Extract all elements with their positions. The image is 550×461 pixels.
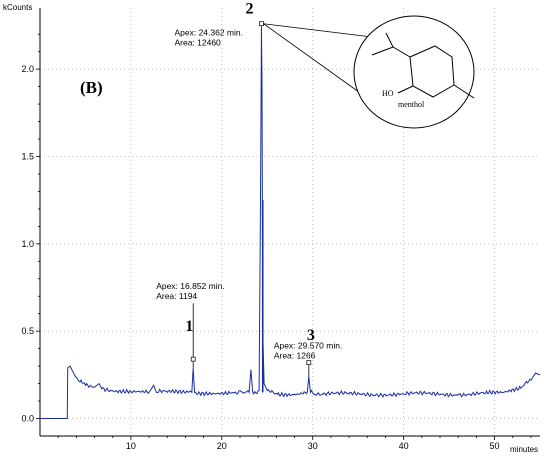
y-tick-label: 0.5 — [21, 326, 34, 336]
x-tick-label: 20 — [217, 441, 227, 451]
peak-annotation-1: Apex: 16.852 min.Area: 1194 1 — [156, 281, 225, 368]
structure-ellipse — [353, 15, 475, 129]
x-tick-label: 10 — [126, 441, 136, 451]
x-tick-label: 30 — [308, 441, 318, 451]
chromatogram-trace — [40, 27, 541, 420]
y-tick-label: 1.5 — [21, 151, 34, 161]
peak-number: 2 — [245, 1, 253, 18]
peak-apex-marker — [259, 21, 264, 27]
y-tick-label: 2.0 — [21, 64, 34, 74]
peak-apex-label: Apex: 16.852 min. — [156, 281, 225, 291]
peak-apex-label: Apex: 29.570 min. — [274, 341, 343, 351]
structure-atom-label: HO — [382, 89, 394, 98]
peak-number: 1 — [185, 318, 193, 335]
structure-connector-bottom — [263, 23, 371, 101]
peak-area-label: Area: 12460 — [174, 38, 221, 48]
y-unit-label: kCounts — [3, 3, 32, 12]
peak-annotations: Apex: 16.852 min.Area: 1194 1 Apex: 24.362… — [156, 1, 373, 377]
peak-number: 3 — [307, 327, 315, 344]
menthol-structure-inset: HO menthol — [353, 15, 475, 129]
peak-annotation-3: Apex: 29.570 min.Area: 1266 3 — [274, 327, 343, 377]
peak-area-label: Area: 1266 — [274, 351, 316, 361]
structure-connector-top — [263, 23, 373, 38]
x-unit-label: minutes — [510, 445, 538, 454]
chromatogram-line — [40, 27, 541, 420]
axes — [36, 8, 540, 440]
peak-apex-label: Apex: 24.362 min. — [174, 28, 243, 38]
peak-area-label: Area: 1194 — [156, 291, 197, 301]
menthol-structure-drawing — [371, 32, 475, 99]
peak-apex-marker — [190, 356, 196, 362]
y-tick-label: 0.0 — [21, 414, 34, 424]
panel-label: (B) — [80, 78, 103, 97]
tick-labels: 10 20 30 40 50 0.0 0.5 1.0 1.5 2.0 — [21, 64, 499, 451]
y-tick-label: 1.0 — [21, 239, 34, 249]
peak-apex-marker — [306, 360, 312, 365]
x-tick-label: 40 — [399, 441, 409, 451]
structure-label: menthol — [398, 100, 425, 109]
x-tick-label: 50 — [490, 441, 500, 451]
